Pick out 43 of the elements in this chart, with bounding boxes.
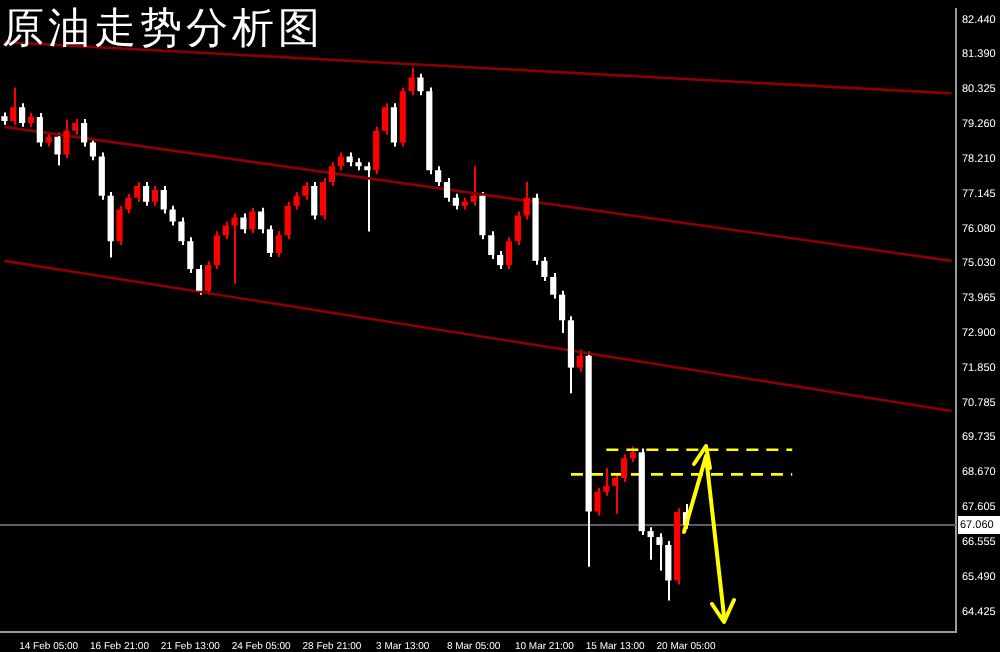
candlestick [479, 190, 486, 241]
candlestick [204, 260, 212, 296]
candlestick [63, 118, 70, 160]
candlestick [134, 181, 141, 203]
candlestick [142, 181, 150, 207]
candlestick [470, 165, 477, 207]
candlestick [408, 66, 415, 97]
candlestick [647, 526, 654, 561]
candlestick [373, 125, 380, 176]
candlestick [10, 86, 17, 126]
candlestick [19, 102, 26, 128]
candlestick [594, 486, 601, 517]
candlestick [107, 190, 114, 259]
candlestick [213, 230, 220, 271]
candlestick [576, 348, 583, 373]
candlestick [514, 210, 521, 247]
candlestick [390, 102, 398, 148]
candlestick [116, 204, 123, 247]
candlestick [567, 315, 575, 395]
candlestick [231, 212, 238, 285]
candlestick [160, 184, 167, 215]
candlestick [275, 230, 282, 258]
candlestick [98, 151, 105, 201]
candlestick [151, 184, 159, 207]
candlestick [311, 181, 318, 221]
candlestick [80, 117, 88, 148]
candlestick [364, 161, 371, 233]
candlestick [523, 181, 530, 221]
candlestick [240, 212, 247, 235]
candlestick [656, 532, 663, 572]
candlestick [665, 540, 672, 602]
candlestick [36, 112, 43, 148]
candlestick [89, 137, 97, 162]
candlestick [505, 236, 513, 271]
candlestick [169, 204, 176, 227]
candlestick [54, 131, 61, 167]
candlestick [443, 177, 451, 203]
candlestick [488, 230, 495, 260]
candlestick [196, 264, 203, 296]
candlestick [249, 206, 256, 235]
chart-title: 原油走势分析图 [2, 2, 324, 56]
candlestick [381, 102, 389, 136]
candlestick [417, 72, 424, 97]
